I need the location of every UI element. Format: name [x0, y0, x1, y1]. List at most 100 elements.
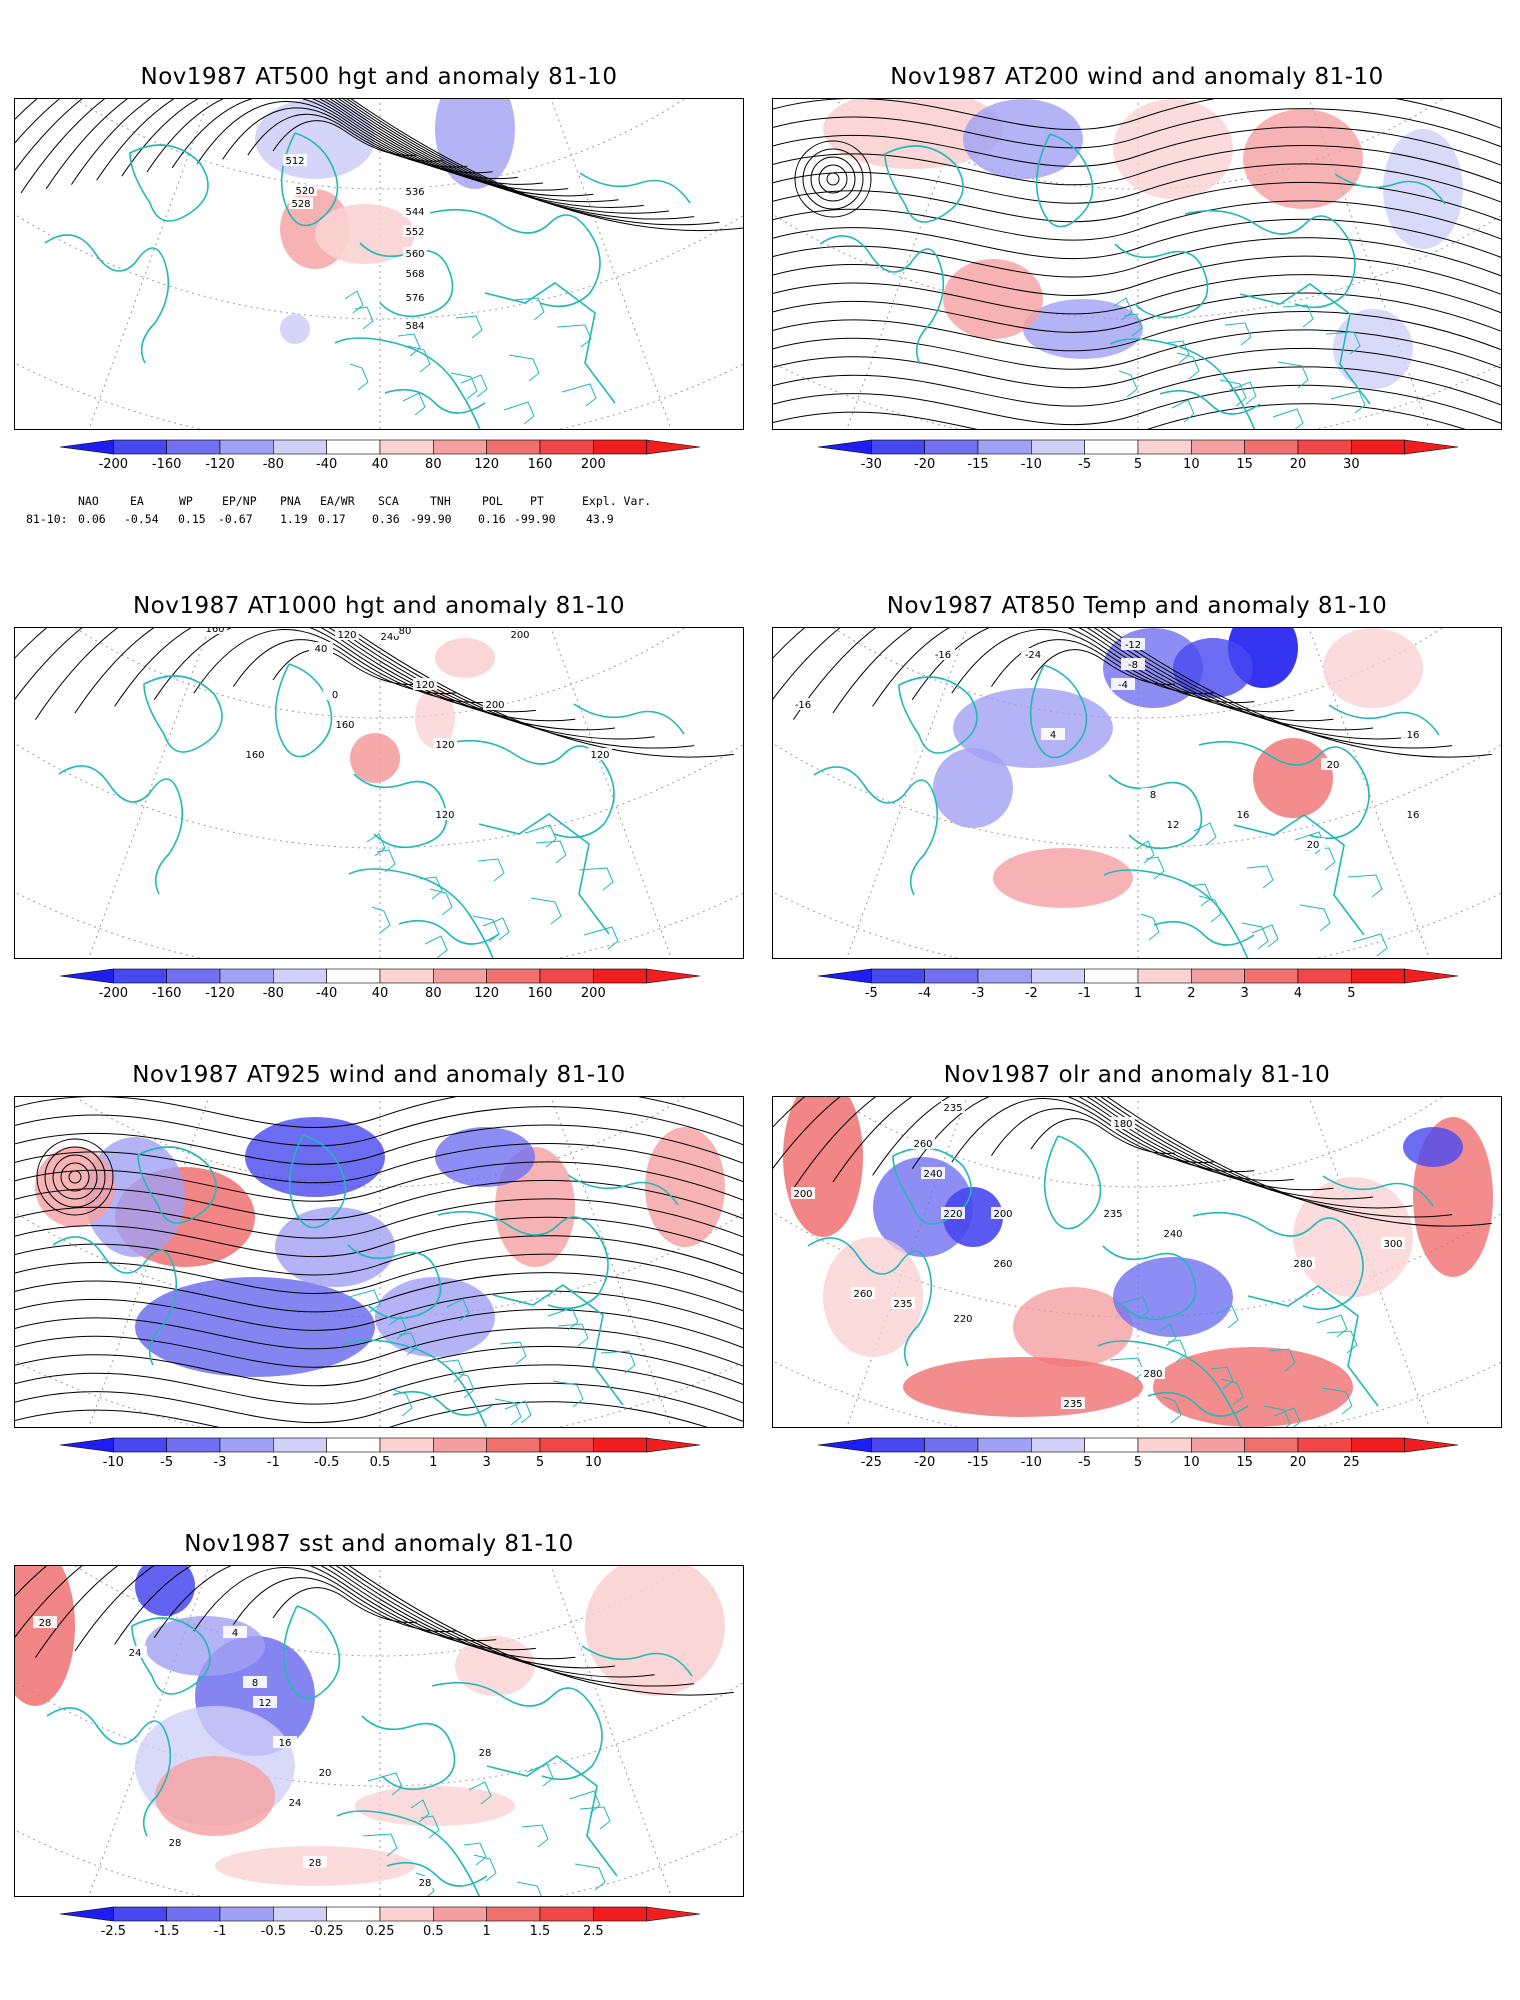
colorbar-tick-label: 15: [1236, 457, 1253, 472]
colorbar-swatch: [326, 439, 381, 455]
colorbar-tick-label: -0.5: [314, 1455, 339, 1470]
colorbar-tick-label: -5: [1078, 1455, 1091, 1470]
index-header: SCA: [378, 494, 399, 508]
contour-label: 576: [405, 293, 424, 304]
contour-label: 280: [1293, 1259, 1312, 1270]
colorbar-swatch: [219, 1437, 274, 1453]
contour-label: 235: [943, 1103, 962, 1114]
colorbar-swatch: [539, 1906, 594, 1922]
panel-at500-hgt: Nov1987 AT500 hgt and anomaly 81-10 512 52…: [14, 64, 744, 484]
colorbar-tick-label: 160: [528, 986, 553, 1001]
index-value: 0.06: [78, 512, 106, 526]
contour-label: 120: [435, 740, 454, 751]
map-plot: 512 520 528 536 544 552 560 568 576 584: [14, 98, 744, 430]
index-value: 0.15: [178, 512, 206, 526]
colorbar-swatch: [1031, 968, 1085, 984]
contour-label: 120: [415, 680, 434, 691]
contour-label: 16: [1407, 810, 1420, 821]
colorbar-swatch: [924, 1437, 979, 1453]
colorbar-tick-label: -1: [267, 1455, 280, 1470]
contour-label: 120: [435, 810, 454, 821]
colorbar-tick-label: -3: [972, 986, 985, 1001]
colorbar-tick-label: -80: [263, 986, 284, 1001]
contour-label: 120: [337, 630, 356, 641]
contour-label: 12: [1167, 820, 1180, 831]
colorbar-swatch: [1191, 1437, 1245, 1453]
colorbar-tick-label: 5: [1134, 1455, 1142, 1470]
contour-label: 160: [245, 750, 264, 761]
colorbar-tick-label: 0.25: [366, 1924, 395, 1939]
colorbar-tick-label: -15: [967, 1455, 988, 1470]
colorbar-swatch: [1351, 968, 1405, 984]
colorbar-swatch: [326, 1906, 381, 1922]
colorbar-swatch: [113, 1906, 167, 1922]
contour-label: 28: [479, 1748, 492, 1759]
contour-label: -16: [795, 700, 811, 711]
colorbar-swatch: [1191, 439, 1245, 455]
colorbar-swatch: [1031, 439, 1085, 455]
contour-label: 4: [232, 1628, 238, 1639]
colorbar-swatch: [1137, 1437, 1192, 1453]
panel-title: Nov1987 AT1000 hgt and anomaly 81-10: [132, 593, 626, 619]
index-value: 43.9: [586, 512, 614, 526]
colorbar-swatch: [593, 1906, 647, 1922]
colorbar-tick-label: 5: [536, 1455, 544, 1470]
index-header: NAO: [78, 494, 99, 508]
panel-at1000-hgt: Nov1987 AT1000 hgt and anomaly 81-10 160 1…: [14, 593, 744, 1013]
colorbar-tick-label: -25: [861, 1455, 882, 1470]
colorbar-tick-label: -120: [205, 457, 235, 472]
index-value: 0.36: [372, 512, 400, 526]
contour-label: 28: [169, 1838, 182, 1849]
colorbar-swatch: [1297, 1437, 1352, 1453]
index-row-label: 81-10:: [26, 512, 68, 526]
contour-label: 4: [1050, 730, 1056, 741]
colorbar-tick-label: -80: [263, 457, 284, 472]
colorbar-swatch: [433, 968, 487, 984]
colorbar-tick-label: 0.5: [370, 1455, 391, 1470]
index-header: POL: [482, 494, 503, 508]
contour-label: 16: [1237, 810, 1250, 821]
contour-label: -8: [1128, 660, 1138, 671]
contour-label: 235: [1103, 1209, 1122, 1220]
colorbar-arrow-right: [1404, 968, 1459, 984]
contour-label: 28: [309, 1858, 322, 1869]
colorbar-arrow-right: [646, 1437, 701, 1453]
teleconnection-index-table: NAO EA WP EP/NP PNA EA/WR SCA TNH POL PT Expl. Var…: [26, 494, 726, 530]
colorbar-swatch: [113, 968, 167, 984]
contour-label: 220: [953, 1314, 972, 1325]
colorbar-tick-label: 1.5: [530, 1924, 551, 1939]
colorbar-tick-label: -4: [918, 986, 931, 1001]
index-value: 0.16: [478, 512, 506, 526]
colorbar-swatch: [166, 439, 221, 455]
colorbar-swatch: [539, 968, 594, 984]
panel-title: Nov1987 AT500 hgt and anomaly 81-10: [140, 64, 618, 90]
contour-label: 235: [1063, 1399, 1082, 1410]
colorbar-swatch: [977, 1437, 1032, 1453]
colorbar-tick-label: -160: [152, 986, 182, 1001]
colorbar-tick-label: -3: [214, 1455, 227, 1470]
colorbar-arrow-left: [59, 439, 114, 455]
contour-label: 120: [590, 750, 609, 761]
colorbar-tick-label: -200: [99, 457, 129, 472]
colorbar-arrow-left: [59, 1437, 114, 1453]
colorbar-swatch: [1244, 968, 1299, 984]
contour-label: 200: [993, 1209, 1012, 1220]
contour-label: 240: [923, 1169, 942, 1180]
colorbar-tick-label: 1: [483, 1924, 491, 1939]
contour-label: 20: [319, 1768, 332, 1779]
colorbar-tick-label: -160: [152, 457, 182, 472]
colorbar-swatch: [379, 1437, 434, 1453]
contour-label: 260: [853, 1289, 872, 1300]
contour-label: -16: [935, 650, 951, 661]
contour-label: 160: [335, 720, 354, 731]
colorbar-swatch: [924, 439, 979, 455]
colorbar-swatch: [486, 968, 541, 984]
contour-label: 240: [1163, 1229, 1182, 1240]
colorbar-swatch: [113, 1437, 167, 1453]
colorbar-tick-label: 20: [1290, 457, 1307, 472]
colorbar-swatch: [1297, 968, 1352, 984]
colorbar-tick-label: -20: [914, 457, 935, 472]
colorbar-tick-label: 5: [1347, 986, 1355, 1001]
colorbar-swatch: [166, 968, 221, 984]
colorbar-tick-label: -120: [205, 986, 235, 1001]
